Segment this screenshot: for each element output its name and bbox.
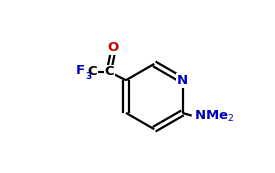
Text: 3: 3 [85,71,91,81]
Text: C: C [88,65,97,78]
Text: O: O [108,41,119,54]
Text: N: N [177,74,188,87]
Text: C: C [104,65,114,78]
Text: NMe$_2$: NMe$_2$ [194,109,235,124]
Text: F: F [76,64,85,77]
